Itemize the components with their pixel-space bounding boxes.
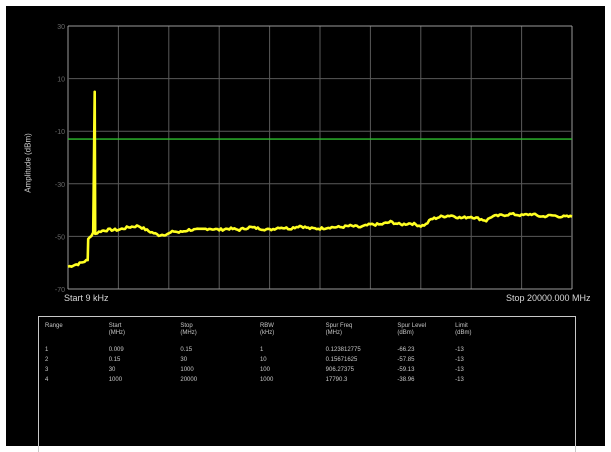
x-stop-label: Stop 20000.000 MHz (506, 293, 591, 303)
y-axis-label: Amplitude (dBm) (23, 133, 33, 193)
table-row: 3 30 1000 100 906.27375 -59.13 -13 (43, 365, 503, 375)
table-cell: 20000 (180, 377, 198, 383)
table-cell: 4 (45, 377, 49, 383)
table-cell: -59.13 (397, 367, 415, 373)
table-cell: -13 (455, 357, 464, 363)
column-header: Stop (MHz) (180, 323, 260, 345)
column-header-line: Spur Level (397, 323, 427, 329)
column-header-line: Spur Freq (325, 323, 353, 329)
table-cell: -13 (455, 377, 464, 383)
table-cell: 30 (180, 357, 188, 363)
y-tick-labels: 30 10 -10 -30 -50 -70 (55, 24, 65, 294)
column-header-line: Stop (180, 323, 193, 329)
table-cell: 1 (45, 347, 49, 353)
spur-table-panel: Range Start (MHz) Stop (MHz) RBW (kHz) Spur Fre… (38, 316, 576, 452)
table-cell: 1000 (108, 377, 123, 383)
table-cell: -38.96 (397, 377, 415, 383)
column-header: Limit (dBm) (455, 323, 503, 345)
table-cell: 0.123812775 (325, 347, 361, 353)
table-row: 1 0.009 0.15 1 0.123812775 -66.23 -13 (43, 345, 503, 355)
table-row: 2 0.15 30 10 0.15671625 -57.85 -13 (43, 355, 503, 365)
analyzer-screen: 30 10 -10 -30 -50 -70 Amplitude (dBm) Start 9… (6, 6, 605, 452)
column-header-line: Range (45, 323, 63, 329)
column-header-line: (MHz) (325, 330, 342, 336)
y-tick-label: 30 (57, 24, 65, 31)
y-tick-label: -50 (55, 234, 65, 241)
spectrum-plot: 30 10 -10 -30 -50 -70 (55, 24, 573, 294)
x-start-label: Start 9 kHz (64, 293, 109, 303)
column-header: Spur Freq (MHz) (326, 323, 398, 345)
column-header-line: RBW (259, 323, 274, 329)
table-row: 4 1000 20000 1000 17790.3 -38.96 -13 (43, 375, 503, 385)
table-cell: 0.15 (108, 357, 121, 363)
y-tick-label: 10 (57, 77, 65, 84)
column-header: Start (MHz) (109, 323, 181, 345)
column-header-line: (dBm) (455, 330, 472, 336)
table-cell: 17790.3 (325, 377, 348, 383)
column-header: Spur Level (dBm) (397, 323, 455, 345)
table-header-row: Range Start (MHz) Stop (MHz) RBW (kHz) Spur Fre… (43, 323, 503, 345)
y-tick-label: -10 (55, 129, 65, 136)
table-cell: -66.23 (397, 347, 415, 353)
table-cell: 1 (259, 347, 264, 353)
column-header-line: Limit (455, 323, 468, 329)
grid (67, 25, 573, 290)
table-cell: 0.15 (180, 347, 193, 353)
table-body: 1 0.009 0.15 1 0.123812775 -66.23 -13 2 0.15 30 10… (43, 345, 503, 385)
trace-series (67, 90, 573, 269)
column-header-line: (MHz) (180, 330, 197, 336)
y-tick-label: -70 (55, 287, 65, 294)
column-header-line: Start (108, 323, 122, 329)
column-header: Range (43, 323, 109, 345)
column-header-line: (kHz) (259, 330, 275, 336)
table-cell: -13 (455, 367, 464, 373)
table-cell: 30 (108, 367, 116, 373)
table-cell: 100 (259, 367, 270, 373)
table-cell: 10 (259, 357, 267, 363)
table-cell: 906.27375 (325, 367, 355, 373)
table-cell: 3 (45, 367, 49, 373)
table-cell: 0.009 (108, 347, 124, 353)
spur-table: Range Start (MHz) Stop (MHz) RBW (kHz) Spur Fre… (43, 323, 503, 385)
column-header-line: (MHz) (108, 330, 126, 336)
column-header-line: (dBm) (397, 330, 414, 336)
table-cell: 2 (45, 357, 49, 363)
table-cell: -57.85 (397, 357, 415, 363)
table-cell: 1000 (180, 367, 194, 373)
table-cell: 1000 (259, 377, 274, 383)
table-cell: -13 (455, 347, 464, 353)
y-tick-label: -30 (55, 182, 65, 189)
column-header: RBW (kHz) (260, 323, 326, 345)
table-cell: 0.15671625 (325, 357, 358, 363)
